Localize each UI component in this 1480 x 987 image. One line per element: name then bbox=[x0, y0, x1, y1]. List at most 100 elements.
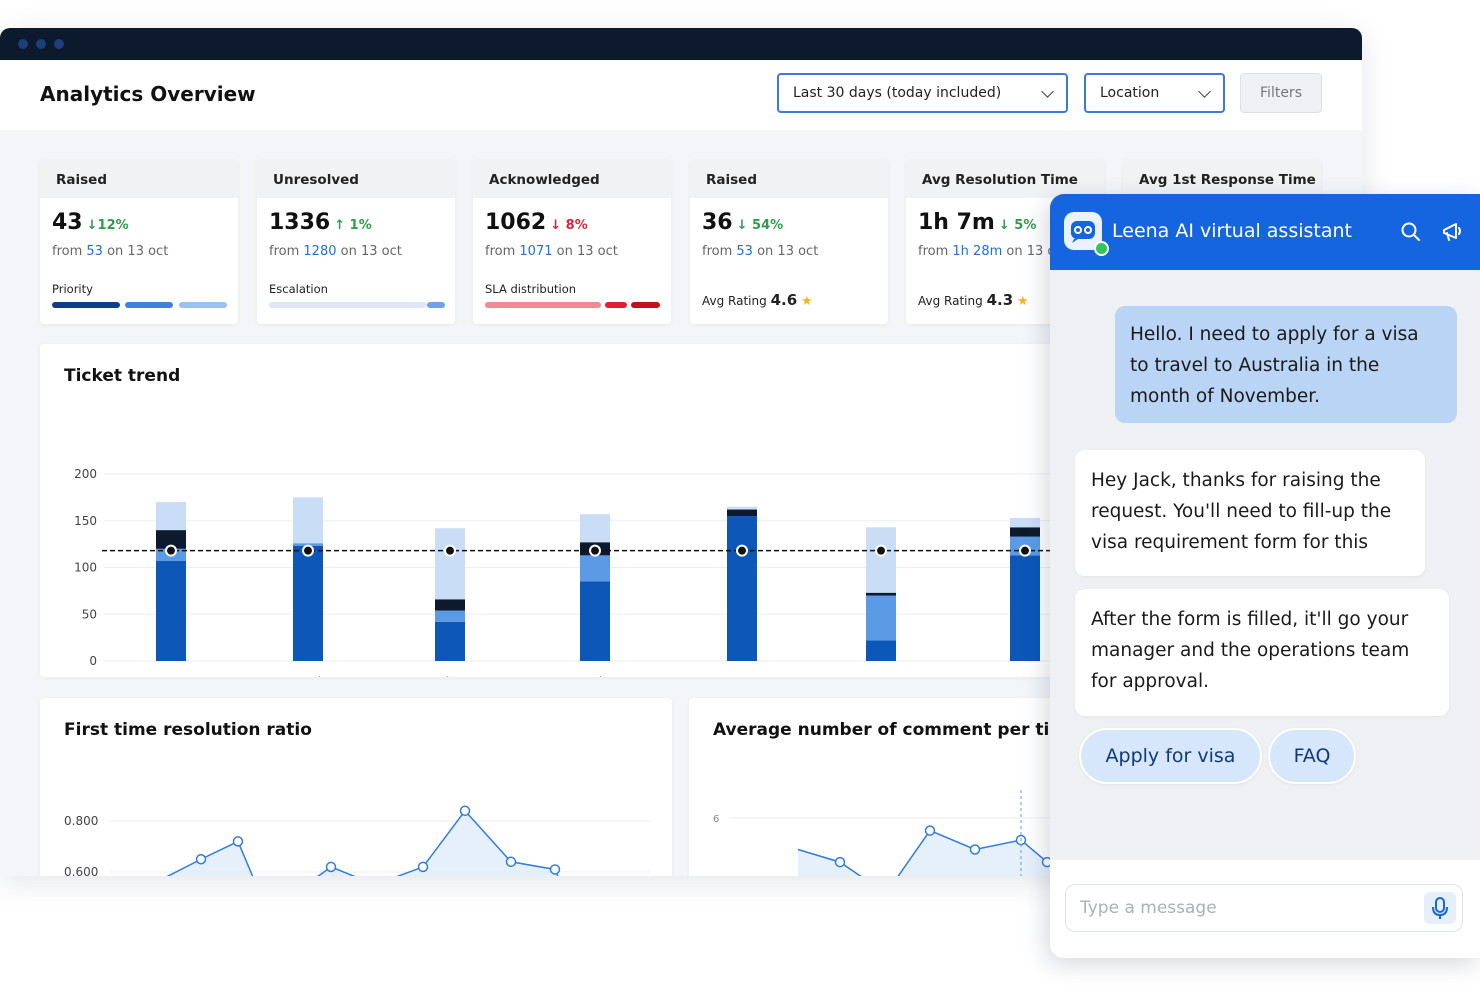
priority-bar-low bbox=[179, 302, 227, 308]
location-label: Location bbox=[1100, 85, 1160, 101]
y-tick-label: 0 bbox=[89, 654, 97, 668]
faq-button[interactable]: FAQ bbox=[1268, 728, 1356, 784]
y-tick-label: 150 bbox=[74, 514, 97, 528]
bar-segment bbox=[580, 514, 610, 543]
comparison-suffix: on 13 oct bbox=[107, 244, 169, 259]
card-title: Acknowledged bbox=[473, 160, 671, 198]
bar-segment bbox=[156, 530, 186, 549]
data-point bbox=[924, 825, 936, 836]
megaphone-icon[interactable] bbox=[1440, 220, 1464, 244]
escalation-bar-track bbox=[269, 302, 427, 308]
comparison-value[interactable]: 53 bbox=[86, 244, 103, 259]
comparison-prefix: from bbox=[702, 244, 733, 259]
line-series bbox=[797, 829, 1070, 876]
bar-segment bbox=[1010, 517, 1040, 528]
card-comparison: from 1280 on 13 oct bbox=[269, 244, 402, 259]
y-tick-label: 200 bbox=[74, 467, 97, 481]
card-delta: ↓ 5% bbox=[998, 218, 1037, 233]
card-title: Raised bbox=[690, 160, 888, 198]
card-delta: ↓ 8% bbox=[550, 218, 588, 233]
card-value: 36 bbox=[702, 210, 733, 235]
bar-segment bbox=[866, 527, 896, 593]
comparison-prefix: from bbox=[485, 244, 516, 259]
message-input[interactable] bbox=[1065, 884, 1463, 932]
avg-rating: Avg Rating 4.3 ★ bbox=[918, 291, 1029, 309]
card-title: Unresolved bbox=[257, 160, 455, 198]
microphone-icon[interactable] bbox=[1424, 892, 1456, 924]
y-tick-label: 6 bbox=[713, 814, 719, 825]
comparison-prefix: from bbox=[269, 244, 300, 259]
card-title: Raised bbox=[40, 160, 238, 198]
bar-segment bbox=[866, 592, 896, 596]
chat-widget: Leena AI virtual assistant Hello. I need… bbox=[1050, 194, 1480, 958]
rating-label: Avg Rating bbox=[702, 294, 767, 308]
stat-card-acknowledged[interactable]: Acknowledged 1062 ↓ 8% from 1071 on 13 oc… bbox=[473, 160, 671, 324]
ticket-trend-chart: 0 50 100 150 200 Tue Wed Thu Fri Sat Sun Mon bbox=[74, 467, 1070, 677]
x-tick-label: Sun bbox=[870, 675, 893, 677]
card-comparison: from 53 on 13 oct bbox=[52, 244, 168, 259]
filters-button[interactable]: Filters bbox=[1240, 73, 1322, 113]
search-icon[interactable] bbox=[1400, 221, 1422, 243]
user-message: Hello. I need to apply for a visa to tra… bbox=[1115, 306, 1457, 423]
bot-message: Hey Jack, thanks for raising the request… bbox=[1075, 450, 1425, 576]
location-dropdown[interactable]: Location bbox=[1084, 73, 1225, 113]
line-series bbox=[166, 809, 559, 876]
window-dot-icon[interactable] bbox=[36, 39, 46, 49]
card-value-row: 1h 7m ↓ 5% bbox=[918, 210, 1036, 235]
apply-for-visa-button[interactable]: Apply for visa bbox=[1079, 728, 1262, 784]
x-tick-label: Thu bbox=[438, 675, 462, 677]
sla-bar-met bbox=[485, 302, 601, 308]
card-value: 1336 bbox=[269, 210, 331, 235]
stat-card-raised-rating[interactable]: Raised 36 ↓ 54% from 53 on 13 oct Avg Rat… bbox=[690, 160, 888, 324]
window-dot-icon[interactable] bbox=[18, 39, 28, 49]
date-range-dropdown[interactable]: Last 30 days (today included) bbox=[777, 73, 1068, 113]
window-titlebar bbox=[0, 28, 1362, 60]
comparison-suffix: on 13 oct bbox=[340, 244, 402, 259]
rating-value: 4.6 bbox=[770, 291, 798, 309]
y-tick-label: 50 bbox=[82, 607, 97, 621]
card-sub-label: Escalation bbox=[269, 282, 328, 296]
card-comparison: from 53 on 13 oct bbox=[702, 244, 818, 259]
card-title: Avg Resolution Time bbox=[906, 160, 1104, 198]
star-icon: ★ bbox=[800, 294, 813, 309]
reference-point bbox=[875, 544, 887, 557]
bar-segment bbox=[866, 595, 896, 641]
data-point bbox=[969, 844, 981, 855]
bar-segment bbox=[435, 610, 465, 622]
bot-message: After the form is filled, it'll go your … bbox=[1075, 589, 1449, 716]
online-status-icon bbox=[1094, 241, 1109, 256]
reference-point bbox=[165, 544, 177, 557]
window-dot-icon[interactable] bbox=[54, 39, 64, 49]
card-comparison: from 1071 on 13 oct bbox=[485, 244, 618, 259]
bar-segment bbox=[727, 506, 757, 510]
card-sub-label: Priority bbox=[52, 282, 93, 296]
data-point bbox=[834, 856, 846, 868]
card-value-row: 1336 ↑ 1% bbox=[269, 210, 372, 235]
x-tick-label: Wed bbox=[295, 675, 321, 677]
stat-card-unresolved[interactable]: Unresolved 1336 ↑ 1% from 1280 on 13 oct … bbox=[257, 160, 455, 324]
y-tick-label: 0.600 bbox=[64, 865, 98, 876]
bar-segment bbox=[156, 560, 186, 661]
bar-segment bbox=[293, 545, 323, 661]
line-area-fill bbox=[798, 830, 1069, 876]
bar-segment bbox=[1010, 527, 1040, 537]
card-value-row: 1062 ↓ 8% bbox=[485, 210, 588, 235]
comparison-value[interactable]: 1071 bbox=[519, 244, 553, 259]
data-point bbox=[459, 805, 471, 817]
comparison-value[interactable]: 53 bbox=[736, 244, 753, 259]
card-delta: ↓ 54% bbox=[736, 218, 784, 233]
comparison-value[interactable]: 1h 28m bbox=[952, 244, 1003, 259]
x-tick-label: Tue bbox=[160, 675, 182, 677]
bar-segment bbox=[435, 599, 465, 611]
line-area-fill bbox=[168, 810, 558, 876]
avg-comments-chart: 64 bbox=[713, 790, 1089, 876]
x-tick-label: Fri bbox=[588, 675, 602, 677]
comparison-value[interactable]: 1280 bbox=[303, 244, 337, 259]
stat-card-avg-resolution[interactable]: Avg Resolution Time 1h 7m ↓ 5% from 1h 28… bbox=[906, 160, 1104, 324]
stat-card-raised[interactable]: Raised 43 ↓12% from 53 on 13 oct Priority bbox=[40, 160, 238, 324]
bar-segment bbox=[580, 555, 610, 582]
card-value: 1h 7m bbox=[918, 210, 995, 235]
priority-bar-high bbox=[52, 302, 120, 308]
x-tick-label: Mon bbox=[1012, 675, 1037, 677]
